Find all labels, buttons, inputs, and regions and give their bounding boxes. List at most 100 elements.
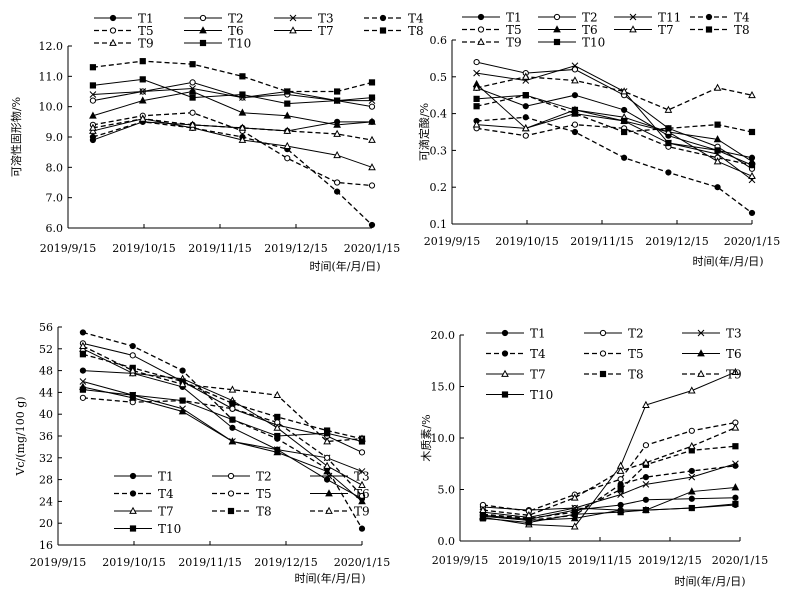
x-tick-label: 2019/9/15 bbox=[30, 556, 86, 569]
series-t2 bbox=[89, 79, 376, 110]
legend-swatch-marker bbox=[109, 14, 117, 22]
legend-swatch-marker bbox=[325, 472, 333, 480]
legend-swatch-marker bbox=[129, 525, 137, 532]
data-point bbox=[570, 514, 579, 522]
y-tick-label: 32 bbox=[39, 452, 53, 465]
data-point bbox=[238, 135, 247, 143]
y-tick-label: 28 bbox=[39, 474, 53, 487]
legend-label: T6 bbox=[228, 24, 244, 38]
data-point bbox=[358, 497, 366, 505]
legend-item: T4 bbox=[364, 12, 424, 26]
axes: 6.0 7.0 8.0 9.0 10.0 11.0 12.0 2019/9/15 2019/10… bbox=[39, 40, 401, 255]
legend-swatch-marker bbox=[477, 37, 485, 45]
legend-swatch-marker bbox=[553, 25, 561, 33]
legend-label: T2 bbox=[228, 12, 244, 26]
legend-item: T10 bbox=[114, 522, 181, 536]
data-point bbox=[228, 437, 237, 445]
y-tick-label: 9.0 bbox=[46, 131, 64, 144]
data-point bbox=[617, 486, 624, 493]
data-point bbox=[713, 157, 722, 165]
legend-label: T8 bbox=[628, 368, 644, 382]
data-point bbox=[642, 400, 650, 408]
legend-swatch-marker bbox=[697, 329, 705, 337]
legend-item: T7 bbox=[274, 24, 334, 38]
series-line bbox=[482, 486, 736, 521]
legend-item: T5 bbox=[212, 487, 272, 501]
data-point bbox=[621, 117, 628, 125]
x-tick-label: 2019/11/15 bbox=[178, 556, 241, 569]
y-tick-label: 0.4 bbox=[430, 108, 448, 121]
legend-swatch-marker bbox=[629, 25, 637, 33]
series-t6 bbox=[89, 87, 376, 128]
data-point bbox=[324, 476, 331, 483]
legend-item: T8 bbox=[690, 23, 750, 37]
data-point bbox=[732, 500, 739, 508]
legend-swatch-marker bbox=[227, 490, 235, 497]
legend-item: T6 bbox=[538, 23, 598, 37]
data-point bbox=[189, 94, 196, 101]
legend-label: T1 bbox=[530, 327, 546, 341]
legend-swatch-marker bbox=[129, 472, 137, 480]
y-tick-label: 0.2 bbox=[430, 181, 448, 194]
data-point bbox=[525, 510, 533, 519]
legend-label: T6 bbox=[582, 23, 598, 37]
data-point bbox=[688, 467, 695, 475]
data-point bbox=[748, 128, 756, 136]
data-point bbox=[525, 519, 532, 526]
data-point bbox=[621, 128, 628, 136]
data-point bbox=[571, 121, 579, 128]
series-line bbox=[92, 60, 373, 93]
legend-swatch-marker bbox=[553, 38, 561, 46]
legend-swatch-marker bbox=[227, 507, 235, 515]
legend-label: T9 bbox=[726, 368, 742, 382]
legend-swatch-marker bbox=[501, 391, 509, 398]
data-point bbox=[179, 367, 186, 374]
legend-item: T10 bbox=[486, 388, 553, 402]
data-point bbox=[472, 120, 481, 128]
data-point bbox=[621, 106, 628, 114]
series-line bbox=[82, 389, 363, 442]
data-point bbox=[238, 108, 247, 116]
data-point bbox=[79, 367, 87, 374]
legend-item: T9 bbox=[310, 505, 370, 519]
legend-label: T2 bbox=[256, 470, 272, 484]
legend-item: T5 bbox=[584, 347, 644, 361]
data-point bbox=[178, 379, 187, 388]
x-tick-label: 2020/1/15 bbox=[724, 235, 780, 248]
legend-swatch-marker bbox=[325, 506, 333, 514]
data-point bbox=[688, 504, 695, 512]
data-point bbox=[333, 129, 341, 137]
y-tick-label: 44 bbox=[39, 386, 53, 399]
data-point bbox=[688, 427, 695, 434]
data-point bbox=[473, 69, 480, 77]
legend-label: T4 bbox=[158, 487, 174, 501]
legend-label: T8 bbox=[256, 505, 272, 519]
chart-vitamin-c: 16 20 24 28 32 36 40 44 48 52 56 2019/9/15 2019/10/1… bbox=[14, 321, 390, 585]
legend-swatch-marker bbox=[553, 13, 561, 21]
x-tick-label: 2019/12/15 bbox=[264, 242, 327, 255]
y-axis-title: 可滴定酸/% bbox=[417, 103, 431, 161]
series-t10 bbox=[479, 500, 739, 526]
data-point bbox=[358, 438, 366, 445]
legend-item: T3 bbox=[682, 327, 742, 341]
legend-label: T1 bbox=[506, 11, 522, 25]
data-point bbox=[129, 392, 136, 399]
data-point bbox=[368, 221, 376, 229]
data-point bbox=[665, 169, 672, 176]
series-t2 bbox=[79, 340, 366, 456]
y-tick-label: 36 bbox=[39, 430, 53, 443]
legend-item: T6 bbox=[310, 487, 370, 501]
legend-item: T6 bbox=[682, 347, 742, 361]
data-point bbox=[229, 405, 236, 412]
legend-swatch-marker bbox=[109, 27, 117, 34]
data-point bbox=[283, 126, 292, 134]
data-point bbox=[687, 441, 696, 450]
series-t8 bbox=[473, 92, 756, 136]
x-tick-label: 2019/12/15 bbox=[254, 556, 317, 569]
series-t6 bbox=[79, 382, 366, 505]
y-axis-title: 可溶性固形物/% bbox=[9, 97, 23, 177]
data-point bbox=[731, 483, 740, 491]
legend-item: T9 bbox=[682, 368, 742, 382]
legend: T1 T2 T11 T4 T5 T6 T7 T8 T9 T10 bbox=[462, 11, 750, 50]
series-t6 bbox=[472, 79, 756, 165]
